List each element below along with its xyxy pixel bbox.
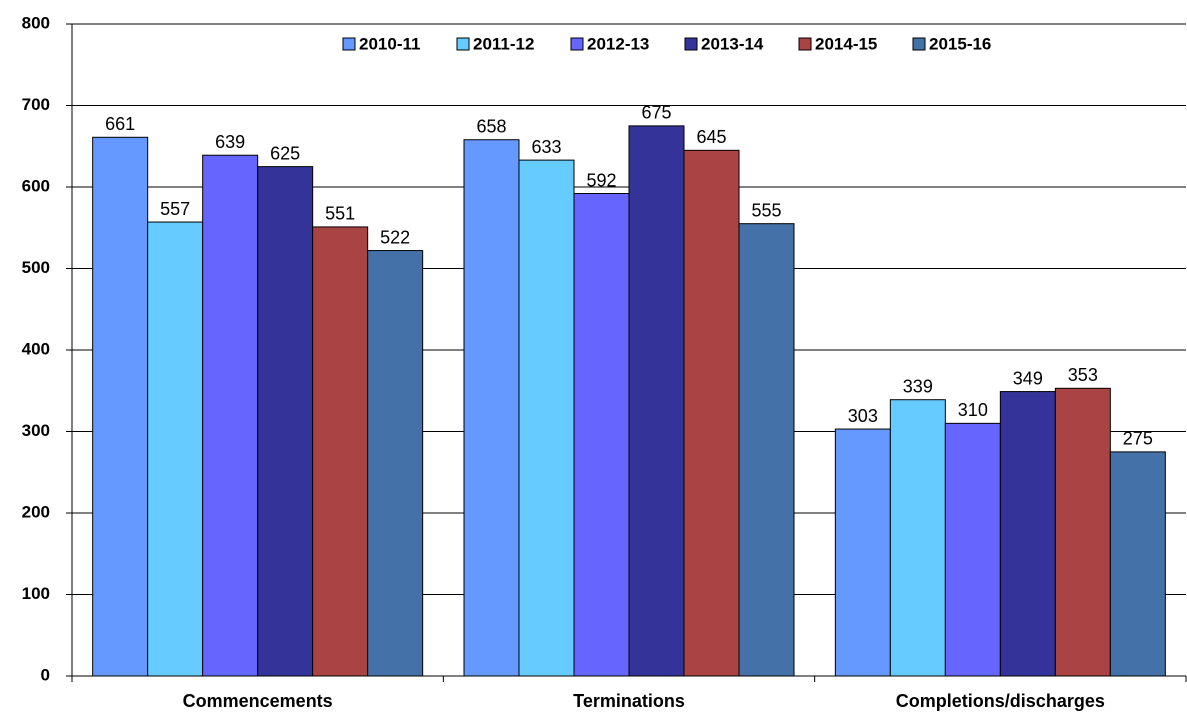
legend-swatch: [456, 37, 470, 51]
x-tick-label: Completions/discharges: [896, 691, 1105, 711]
y-tick-label: 300: [22, 421, 50, 440]
value-label: 675: [641, 103, 671, 123]
value-label: 555: [751, 200, 781, 220]
bar: [999, 391, 1056, 677]
y-tick-label: 500: [22, 258, 50, 277]
value-label: 557: [160, 199, 190, 219]
y-tick-label: 400: [22, 339, 50, 358]
legend-swatch: [798, 37, 812, 51]
bar: [889, 399, 946, 677]
bar: [147, 221, 204, 677]
y-tick-label: 100: [22, 584, 50, 603]
legend-swatch: [342, 37, 356, 51]
value-label: 522: [380, 227, 410, 247]
x-tick-label: Terminations: [573, 691, 685, 711]
value-label: 339: [903, 376, 933, 396]
legend-swatch: [912, 37, 926, 51]
legend-swatch: [570, 37, 584, 51]
bar: [628, 125, 685, 677]
bar: [367, 250, 424, 677]
bar: [312, 226, 369, 677]
value-label: 275: [1123, 429, 1153, 449]
value-label: 353: [1068, 365, 1098, 385]
bar: [92, 136, 149, 677]
legend-label: 2013-14: [701, 34, 764, 53]
x-tick-label: Commencements: [183, 691, 333, 711]
bar: [573, 193, 630, 677]
y-tick-label: 700: [22, 95, 50, 114]
value-label: 658: [476, 116, 506, 136]
value-label: 303: [848, 406, 878, 426]
value-label: 639: [215, 132, 245, 152]
value-label: 633: [531, 137, 561, 157]
y-tick-label: 200: [22, 502, 50, 521]
value-label: 661: [105, 114, 135, 134]
legend-label: 2015-16: [929, 34, 991, 53]
legend-label: 2014-15: [815, 34, 877, 53]
bar: [518, 159, 575, 677]
legend-label: 2012-13: [587, 34, 649, 53]
bar: [463, 139, 520, 677]
legend-label: 2011-12: [473, 34, 534, 53]
y-tick-label: 600: [22, 176, 50, 195]
value-label: 349: [1013, 368, 1043, 388]
bar: [683, 149, 740, 677]
bar: [202, 154, 259, 677]
value-label: 625: [270, 143, 300, 163]
legend-label: 2010-11: [359, 34, 420, 53]
value-label: 592: [586, 170, 616, 190]
bar: [257, 166, 314, 677]
y-tick-label: 800: [22, 13, 50, 32]
bar: [1054, 387, 1111, 677]
bar: [944, 422, 1001, 677]
bar: [834, 428, 891, 677]
value-label: 310: [958, 400, 988, 420]
bar: [738, 223, 795, 677]
y-tick-label: 0: [41, 665, 50, 684]
bar: [1109, 451, 1166, 677]
legend-swatch: [684, 37, 698, 51]
value-label: 551: [325, 204, 355, 224]
value-label: 645: [696, 127, 726, 147]
